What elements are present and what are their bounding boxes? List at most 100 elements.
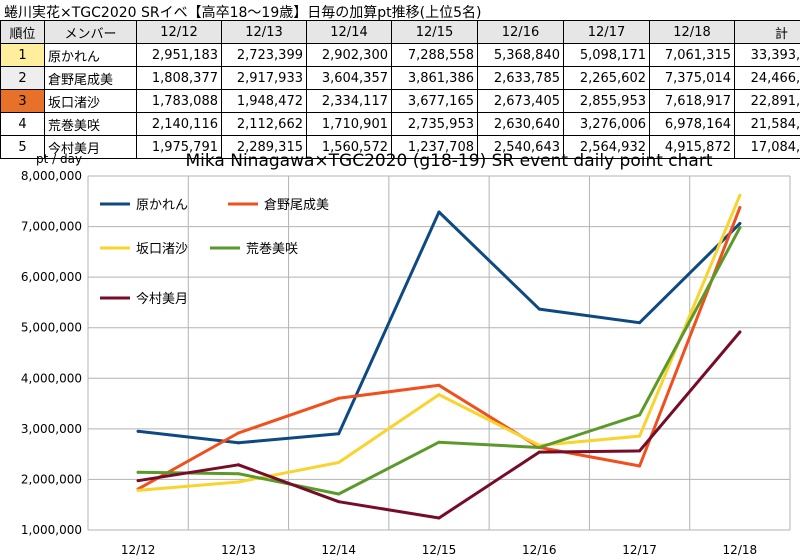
- value-cell: 5,368,840: [477, 43, 564, 67]
- value-cell: 2,855,953: [563, 89, 650, 113]
- value-cell: 2,723,399: [221, 43, 307, 67]
- data-point: [236, 463, 240, 467]
- data-point: [437, 210, 441, 214]
- value-cell: 2,917,933: [221, 66, 307, 90]
- value-cell: 2,289,315: [221, 135, 307, 159]
- total-cell: 21,584,442: [734, 112, 800, 136]
- data-point: [437, 393, 441, 397]
- x-tick-label: 12/17: [622, 543, 657, 557]
- table-body: 1 原かれん 2,951,183 2,723,399 2,902,300 7,288,55…: [0, 43, 800, 159]
- value-cell: 2,902,300: [306, 43, 392, 67]
- data-point: [738, 193, 742, 197]
- total-cell: 17,084,833: [734, 135, 800, 159]
- value-cell: 1,948,472: [221, 89, 307, 113]
- y-tick-label: 4,000,000: [21, 371, 82, 385]
- legend-label: 坂口渚沙: [136, 242, 188, 257]
- data-point: [337, 432, 341, 436]
- value-cell: 1,783,088: [136, 89, 222, 113]
- value-cell: 7,375,014: [649, 66, 735, 90]
- column-header: 12/17: [563, 20, 650, 44]
- y-tick-label: 2,000,000: [21, 472, 82, 486]
- data-point: [638, 413, 642, 417]
- data-point: [136, 479, 140, 483]
- value-cell: 1,237,708: [391, 135, 478, 159]
- rank-cell: 4: [0, 112, 45, 136]
- series-line: [136, 193, 742, 492]
- y-axis-label: pt / day: [36, 152, 82, 166]
- data-point: [738, 221, 742, 225]
- data-point: [638, 464, 642, 468]
- data-point: [437, 516, 441, 520]
- total-cell: 33,393,766: [734, 43, 800, 67]
- data-point: [236, 472, 240, 476]
- x-tick-label: 12/13: [221, 543, 256, 557]
- value-cell: 2,140,116: [136, 112, 222, 136]
- x-tick-label: 12/12: [121, 543, 156, 557]
- ranking-table: 順位 メンバー 12/12 12/13 12/14 12/15 12/16 12…: [0, 20, 800, 159]
- data-point: [236, 441, 240, 445]
- value-cell: 2,564,932: [563, 135, 650, 159]
- data-point: [136, 429, 140, 433]
- series-line: [136, 330, 742, 520]
- page-title: 蜷川実花×TGC2020 SRイベ【高卒18～19歳】日毎の加算pt推移(上位5…: [4, 5, 482, 21]
- member-name-cell: 荒巻美咲: [44, 112, 137, 136]
- data-point: [236, 480, 240, 484]
- y-tick-label: 5,000,000: [21, 321, 82, 335]
- value-cell: 2,540,643: [477, 135, 564, 159]
- value-cell: 2,630,640: [477, 112, 564, 136]
- y-tick-label: 7,000,000: [21, 220, 82, 234]
- table-row: 3 坂口渚沙 1,783,088 1,948,472 2,334,117 3,677,16…: [0, 89, 800, 113]
- line-chart: Mika Ninagawa×TGC2020 (g18-19) SR event …: [21, 151, 791, 557]
- value-cell: 2,265,602: [563, 66, 650, 90]
- data-point: [537, 450, 541, 454]
- member-name-cell: 原かれん: [44, 43, 137, 67]
- value-cell: 1,560,572: [306, 135, 392, 159]
- rank-cell: 3: [0, 89, 45, 113]
- member-name-cell: 今村美月: [44, 135, 137, 159]
- x-tick-label: 12/16: [522, 543, 557, 557]
- data-point: [738, 226, 742, 230]
- data-point: [136, 470, 140, 474]
- chart-title: Mika Ninagawa×TGC2020 (g18-19) SR event …: [185, 151, 712, 171]
- column-header: 順位: [0, 20, 45, 44]
- data-point: [537, 307, 541, 311]
- column-header: 12/16: [477, 20, 564, 44]
- data-point: [337, 396, 341, 400]
- value-cell: 2,334,117: [306, 89, 392, 113]
- y-tick-label: 3,000,000: [21, 422, 82, 436]
- value-cell: 6,978,164: [649, 112, 735, 136]
- table-row: 4 荒巻美咲 2,140,116 2,112,662 1,710,901 2,735,95…: [0, 112, 800, 136]
- value-cell: 3,677,165: [391, 89, 478, 113]
- data-point: [638, 449, 642, 453]
- value-cell: 3,276,006: [563, 112, 650, 136]
- data-point: [638, 321, 642, 325]
- y-tick-label: 8,000,000: [21, 169, 82, 183]
- legend-label: 原かれん: [136, 198, 188, 213]
- rank-cell: 5: [0, 135, 45, 159]
- value-cell: 1,975,791: [136, 135, 222, 159]
- total-cell: 22,891,117: [734, 89, 800, 113]
- column-header: 12/13: [221, 20, 307, 44]
- column-header: 計: [734, 20, 800, 44]
- data-point: [537, 446, 541, 450]
- x-tick-label: 12/14: [321, 543, 356, 557]
- legend-label: 倉野尾成美: [264, 198, 329, 213]
- data-point: [638, 434, 642, 438]
- legend-label: 今村美月: [136, 291, 188, 307]
- value-cell: 3,861,386: [391, 66, 478, 90]
- value-cell: 1,808,377: [136, 66, 222, 90]
- table-row: 5 今村美月 1,975,791 2,289,315 1,560,572 1,237,70…: [0, 135, 800, 159]
- data-point: [437, 383, 441, 387]
- value-cell: 2,112,662: [221, 112, 307, 136]
- column-header: 12/18: [649, 20, 735, 44]
- value-cell: 2,673,405: [477, 89, 564, 113]
- value-cell: 1,710,901: [306, 112, 392, 136]
- table-row: 2 倉野尾成美 1,808,377 2,917,933 3,604,357 3,861,3…: [0, 66, 800, 90]
- column-header: メンバー: [44, 20, 137, 44]
- column-header: 12/14: [306, 20, 392, 44]
- legend-label: 荒巻美咲: [246, 241, 298, 257]
- value-cell: 5,098,171: [563, 43, 650, 67]
- series-line: [136, 206, 742, 491]
- y-tick-label: 6,000,000: [21, 270, 82, 284]
- value-cell: 4,915,872: [649, 135, 735, 159]
